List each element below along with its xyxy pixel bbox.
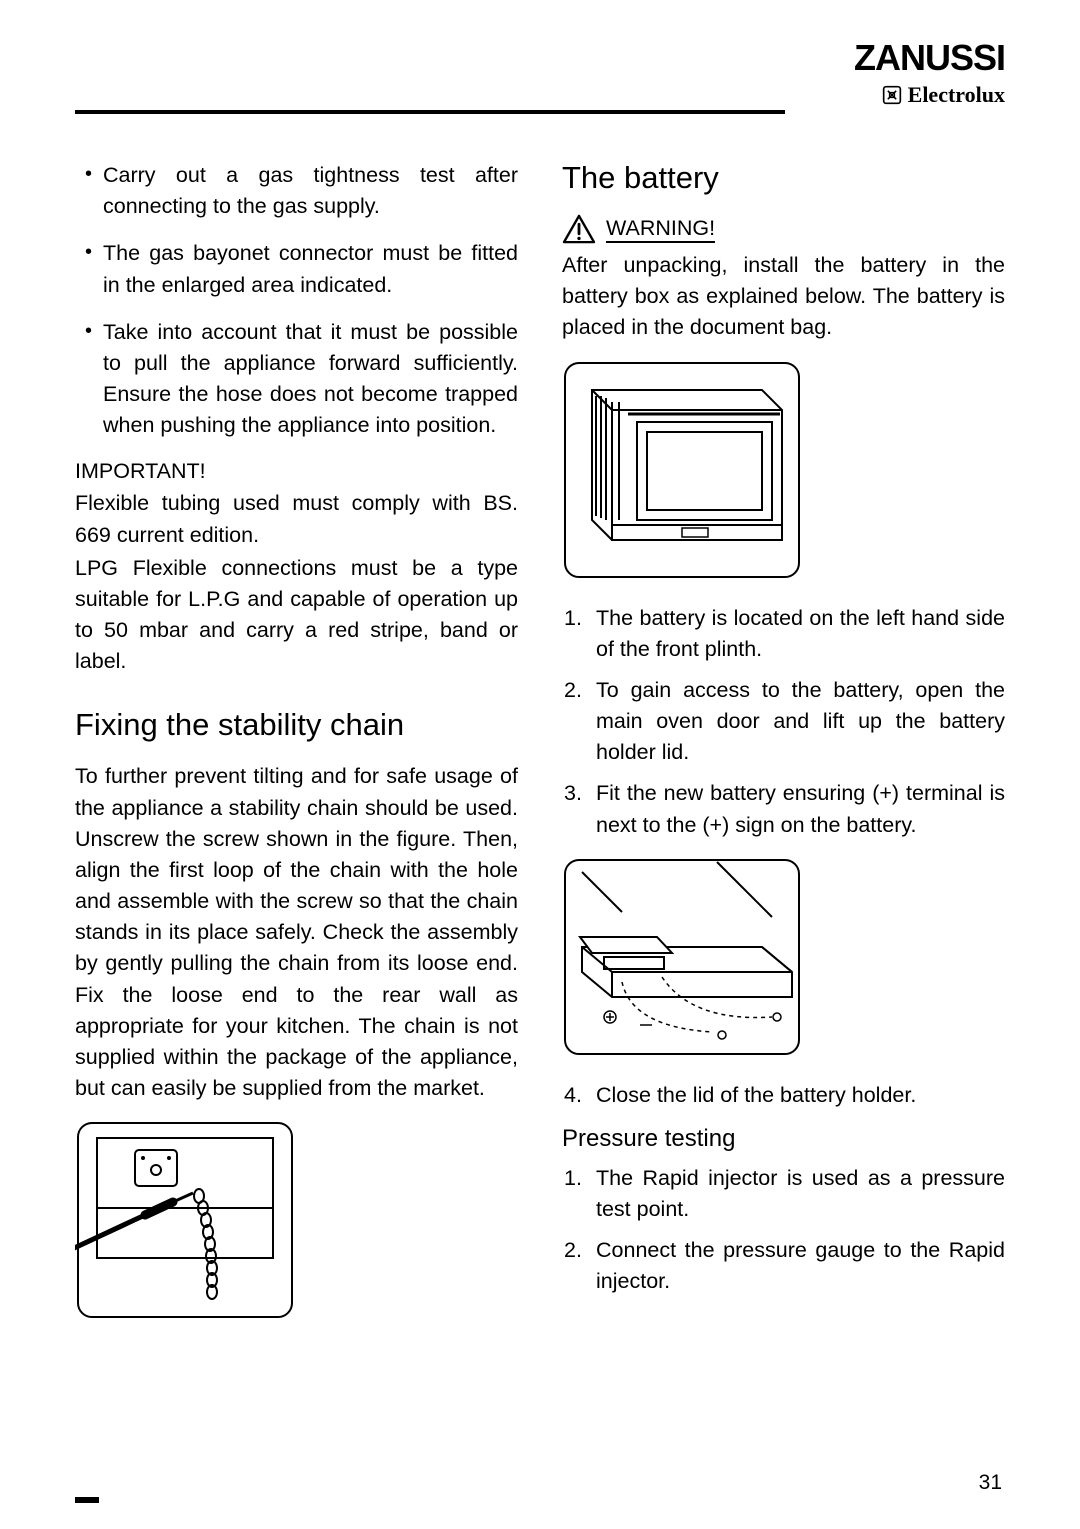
warning-label: WARNING! xyxy=(606,216,715,243)
electrolux-icon xyxy=(882,85,902,105)
important-p1: Flexible tubing used must comply with BS… xyxy=(75,488,518,550)
warning-para: After unpacking, install the battery in … xyxy=(562,250,1005,344)
step-text: The battery is located on the left hand … xyxy=(596,606,1005,661)
list-item: 1.The Rapid injector is used as a pressu… xyxy=(562,1163,1005,1225)
step-text: Fit the new battery ensuring (+) termina… xyxy=(596,781,1005,836)
step-text: Connect the pressure gauge to the Rapid … xyxy=(596,1238,1005,1293)
stability-para: To further prevent tilting and for safe … xyxy=(75,761,518,1104)
step-text: Close the lid of the battery holder. xyxy=(596,1083,916,1107)
pressure-heading: Pressure testing xyxy=(562,1125,1005,1153)
figure-chain xyxy=(75,1120,518,1325)
footer-bar xyxy=(75,1497,99,1503)
stability-heading: Fixing the stability chain xyxy=(75,707,518,743)
important-p2: LPG Flexible connections must be a type … xyxy=(75,553,518,678)
brand-block: ZANUSSI Electrolux xyxy=(854,40,1005,108)
list-item: 1.The battery is located on the left han… xyxy=(562,603,1005,665)
brand-sub: Electrolux xyxy=(908,82,1005,108)
left-column: Carry out a gas tightness test after con… xyxy=(75,160,518,1343)
header-rule xyxy=(75,110,785,114)
pressure-steps: 1.The Rapid injector is used as a pressu… xyxy=(562,1163,1005,1298)
step-text: The Rapid injector is used as a pressure… xyxy=(596,1166,1005,1221)
list-item: 4.Close the lid of the battery holder. xyxy=(562,1080,1005,1111)
battery-heading: The battery xyxy=(562,160,1005,196)
list-item: Take into account that it must be possib… xyxy=(75,317,518,442)
list-item: Carry out a gas tightness test after con… xyxy=(75,160,518,222)
page-number: 31 xyxy=(979,1471,1002,1495)
battery-step4: 4.Close the lid of the battery holder. xyxy=(562,1080,1005,1111)
list-item: 2.Connect the pressure gauge to the Rapi… xyxy=(562,1235,1005,1297)
list-item: The gas bayonet connector must be fitted… xyxy=(75,238,518,300)
right-column: The battery WARNING! After unpacking, in… xyxy=(562,160,1005,1343)
warning-icon xyxy=(562,214,596,244)
brand-main: ZANUSSI xyxy=(854,40,1005,76)
list-item: 3.Fit the new battery ensuring (+) termi… xyxy=(562,778,1005,840)
important-label: IMPORTANT! xyxy=(75,459,518,484)
list-item: 2.To gain access to the battery, open th… xyxy=(562,675,1005,769)
figure-battery-tray xyxy=(562,857,1005,1062)
gas-bullets: Carry out a gas tightness test after con… xyxy=(75,160,518,441)
step-text: To gain access to the battery, open the … xyxy=(596,678,1005,764)
figure-oven xyxy=(562,360,1005,585)
battery-steps: 1.The battery is located on the left han… xyxy=(562,603,1005,841)
